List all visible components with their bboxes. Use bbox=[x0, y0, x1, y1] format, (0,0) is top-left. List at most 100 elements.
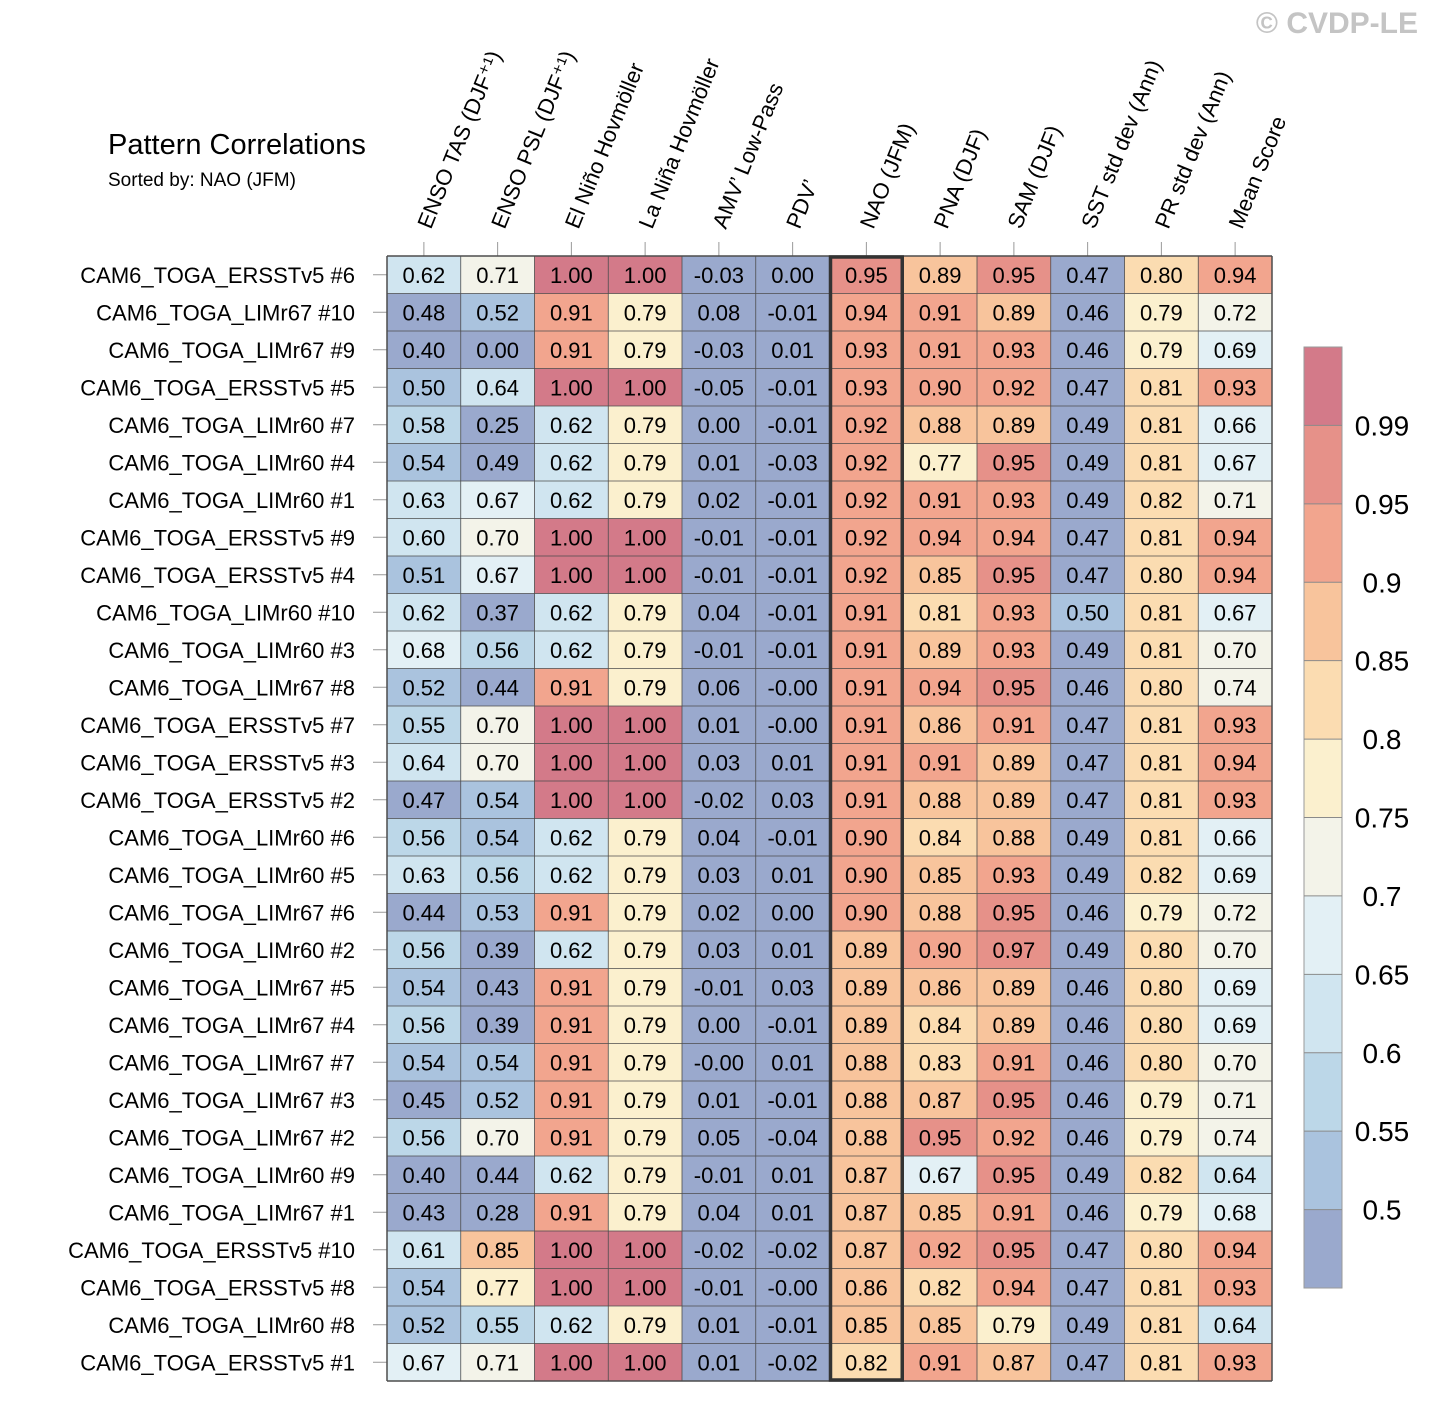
cell-value: 0.47 bbox=[1066, 525, 1109, 550]
heatmap-cells: 0.62 0.71 1.00 1.00 -0.03 0.00 0.95 0.89 0.95 0.4… bbox=[387, 256, 1272, 1381]
heatmap-cell bbox=[534, 743, 609, 781]
cell-value: -0.01 bbox=[694, 975, 744, 1000]
cell-value: 0.87 bbox=[845, 1238, 888, 1263]
cell-value: 0.86 bbox=[845, 1275, 888, 1300]
cell-value: 0.90 bbox=[845, 825, 888, 850]
heatmap-cell bbox=[829, 668, 904, 706]
heatmap-cell bbox=[534, 1006, 609, 1044]
heatmap-cell bbox=[460, 931, 535, 969]
cell-value: 0.71 bbox=[1214, 1088, 1257, 1113]
heatmap-cell bbox=[1124, 668, 1199, 706]
cell-value: 0.56 bbox=[402, 1013, 445, 1038]
heatmap-cell bbox=[1050, 1306, 1125, 1344]
cell-value: 0.85 bbox=[476, 1238, 519, 1263]
cell-value: 0.69 bbox=[1214, 1013, 1257, 1038]
cell-value: 0.70 bbox=[476, 525, 519, 550]
heatmap-cell bbox=[1050, 818, 1125, 856]
heatmap-cell bbox=[1050, 1343, 1125, 1381]
heatmap-cell bbox=[534, 1306, 609, 1344]
heatmap-cell bbox=[1050, 368, 1125, 406]
heatmap-cell bbox=[977, 1118, 1051, 1156]
heatmap-cell bbox=[1198, 1268, 1272, 1306]
colorbar-label: 0.5 bbox=[1363, 1195, 1402, 1226]
cell-value: 0.80 bbox=[1140, 563, 1183, 588]
heatmap-cell bbox=[903, 668, 977, 706]
cell-value: 0.63 bbox=[402, 488, 445, 513]
heatmap-cell bbox=[1124, 1081, 1199, 1119]
cell-value: 0.50 bbox=[402, 375, 445, 400]
cell-value: 0.79 bbox=[624, 488, 667, 513]
cell-value: 0.79 bbox=[624, 1125, 667, 1150]
heatmap-cell bbox=[460, 1231, 535, 1269]
heatmap-cell bbox=[1050, 668, 1125, 706]
cell-value: 0.03 bbox=[697, 750, 740, 775]
cell-value: 0.91 bbox=[550, 300, 593, 325]
heatmap-cell bbox=[387, 593, 461, 631]
cell-value: 0.62 bbox=[550, 638, 593, 663]
heatmap-cell bbox=[977, 706, 1051, 744]
cell-value: 0.03 bbox=[771, 975, 814, 1000]
heatmap-cell bbox=[1050, 1193, 1125, 1231]
heatmap-cell bbox=[755, 1006, 830, 1044]
heatmap-cell bbox=[977, 593, 1051, 631]
heatmap-cell bbox=[829, 481, 904, 519]
cell-value: 0.95 bbox=[919, 1125, 962, 1150]
cell-value: -0.01 bbox=[694, 638, 744, 663]
row-label: CAM6_TOGA_LIMr67 #1 bbox=[108, 1200, 355, 1225]
cell-value: 0.64 bbox=[1214, 1163, 1257, 1188]
heatmap-cell bbox=[682, 518, 756, 556]
cell-value: 0.93 bbox=[845, 375, 888, 400]
cell-value: 0.51 bbox=[402, 563, 445, 588]
cell-value: 0.84 bbox=[919, 1013, 962, 1038]
heatmap-cell bbox=[682, 368, 756, 406]
heatmap-cell bbox=[534, 293, 609, 331]
heatmap-cell bbox=[608, 706, 682, 744]
heatmap-cell bbox=[682, 818, 756, 856]
cell-value: 0.62 bbox=[550, 450, 593, 475]
cell-value: 0.91 bbox=[992, 713, 1035, 738]
cell-value: 0.49 bbox=[1066, 413, 1109, 438]
heatmap-cell bbox=[387, 1268, 461, 1306]
cell-value: -0.00 bbox=[768, 675, 818, 700]
cell-value: 0.95 bbox=[992, 263, 1035, 288]
heatmap-cell bbox=[534, 931, 609, 969]
heatmap-cell bbox=[534, 1081, 609, 1119]
colorbar-segment bbox=[1304, 974, 1342, 1053]
cell-value: 0.79 bbox=[624, 1200, 667, 1225]
heatmap-cell bbox=[608, 1268, 682, 1306]
heatmap-cell bbox=[1050, 331, 1125, 369]
row-label: CAM6_TOGA_LIMr67 #4 bbox=[108, 1013, 355, 1038]
colorbar-label: 0.8 bbox=[1363, 724, 1402, 755]
heatmap-cell bbox=[460, 668, 535, 706]
heatmap-cell bbox=[534, 593, 609, 631]
cell-value: 0.93 bbox=[1214, 788, 1257, 813]
cell-value: 0.01 bbox=[771, 938, 814, 963]
heatmap-cell bbox=[387, 706, 461, 744]
heatmap-cell bbox=[977, 443, 1051, 481]
cell-value: 0.92 bbox=[845, 450, 888, 475]
cell-value: 0.54 bbox=[476, 1050, 519, 1075]
cell-value: 0.85 bbox=[919, 563, 962, 588]
row-label: CAM6_TOGA_ERSSTv5 #5 bbox=[80, 375, 355, 400]
heatmap-cell bbox=[1198, 331, 1272, 369]
heatmap-cell bbox=[460, 1193, 535, 1231]
heatmap-cell bbox=[1198, 368, 1272, 406]
cell-value: 0.47 bbox=[1066, 375, 1109, 400]
heatmap-cell bbox=[977, 481, 1051, 519]
heatmap-cell bbox=[755, 1343, 830, 1381]
heatmap-cell bbox=[1050, 856, 1125, 894]
heatmap-cell bbox=[977, 781, 1051, 819]
cell-value: 0.85 bbox=[919, 1313, 962, 1338]
cell-value: 0.05 bbox=[697, 1125, 740, 1150]
heatmap-cell bbox=[460, 818, 535, 856]
heatmap-cell bbox=[682, 968, 756, 1006]
heatmap-cell bbox=[387, 518, 461, 556]
heatmap-cell bbox=[534, 893, 609, 931]
colorbar-segment bbox=[1304, 503, 1342, 583]
cell-value: 0.58 bbox=[402, 413, 445, 438]
cell-value: 0.91 bbox=[845, 788, 888, 813]
heatmap-cell bbox=[903, 593, 977, 631]
cell-value: -0.01 bbox=[768, 525, 818, 550]
heatmap-cell bbox=[977, 631, 1051, 669]
cell-value: 0.56 bbox=[402, 1125, 445, 1150]
